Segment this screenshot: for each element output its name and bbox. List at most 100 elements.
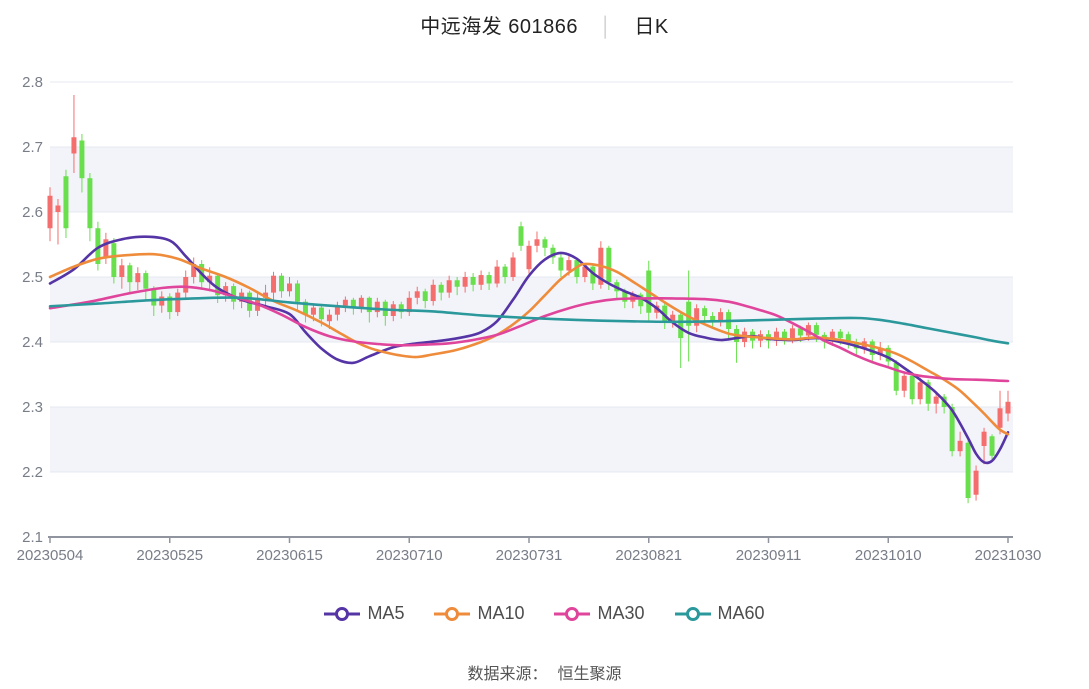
x-axis-label: 20230911 [736, 547, 802, 564]
ma-line-ma30 [48, 285, 1010, 383]
x-axis-label: 20230731 [496, 547, 563, 564]
y-axis-label: 2.4 [22, 334, 43, 351]
candle-body [566, 260, 572, 271]
legend-ring [685, 606, 700, 621]
candle-body [893, 362, 899, 391]
candle-body [119, 265, 125, 277]
candle-body [63, 176, 69, 229]
candle-body [526, 245, 532, 270]
plot-band [50, 147, 1013, 212]
ma-line-ma60 [48, 296, 1010, 345]
candle-body [909, 375, 915, 400]
legend-item-ma30[interactable]: MA30 [554, 603, 645, 624]
candle-body [167, 296, 173, 313]
legend-ring [445, 606, 460, 621]
candle-body [542, 239, 548, 248]
candle-body [885, 347, 891, 362]
data-source-footer: 数据来源： 恒生聚源 [0, 660, 1089, 684]
candle-body [917, 382, 923, 400]
candle-body [462, 277, 468, 287]
candle-body [478, 275, 484, 285]
candle-body [813, 325, 819, 335]
candle-body [127, 265, 133, 283]
candle-body [933, 396, 939, 404]
candle-body [829, 331, 835, 342]
x-axis-label: 20230821 [615, 547, 682, 564]
candle-body [837, 331, 843, 339]
candle-body [710, 316, 716, 322]
candle-body [718, 312, 724, 322]
x-axis-label: 20230710 [376, 547, 443, 564]
candle-body [71, 137, 77, 154]
y-axis-label: 2.6 [22, 204, 43, 221]
stock-title: 中远海发 601866 [420, 16, 579, 38]
legend-item-ma5[interactable]: MA5 [324, 603, 404, 624]
x-axis-label: 20231010 [855, 547, 922, 564]
y-axis-label: 2.3 [22, 399, 43, 416]
candle-body [271, 275, 277, 293]
kline-chart-area[interactable]: 2.8 2.7 2.6 2.5 2.4 2.3 2.2 2.1 20230504 20230525… [0, 55, 1089, 575]
candle-body [590, 266, 596, 284]
candle-body [965, 442, 971, 498]
candle-body [949, 407, 955, 452]
y-axis-label: 2.5 [22, 269, 43, 286]
candle-body [550, 247, 556, 258]
candle-body [302, 301, 308, 315]
candle-body [334, 305, 340, 315]
candle-body [686, 301, 692, 326]
candle-body [869, 341, 875, 355]
candle-body [191, 264, 197, 277]
legend-item-ma60[interactable]: MA60 [674, 603, 765, 624]
candle-body [1005, 401, 1011, 414]
candle-body [159, 296, 165, 306]
candle-body [279, 275, 285, 292]
candle-body [135, 273, 141, 283]
candle-body [781, 331, 787, 339]
data-source-label: 数据来源： [467, 666, 548, 683]
data-source-value: 恒生聚源 [557, 666, 622, 683]
legend-marker-icon [554, 606, 591, 621]
candle-body [702, 308, 708, 316]
ma-legend: MA5 MA10 MA30 MA60 [0, 603, 1089, 624]
candle-body [638, 294, 644, 307]
legend-marker-icon [434, 606, 471, 621]
candle-body [294, 283, 300, 302]
legend-label: MA30 [597, 603, 645, 623]
candle-body [997, 408, 1003, 428]
candle-body [694, 308, 700, 326]
candle-body [534, 239, 540, 246]
candle-body [318, 307, 324, 320]
candle-body [231, 286, 237, 302]
candle-body [87, 178, 93, 229]
x-axis-label: 20231030 [975, 547, 1042, 564]
legend-item-ma10[interactable]: MA10 [434, 603, 524, 624]
candle-body [454, 280, 460, 287]
candle-body [438, 284, 444, 293]
candle-body [55, 205, 61, 212]
candle-body [901, 375, 907, 391]
candle-body [342, 299, 348, 306]
candle-body [111, 243, 117, 277]
legend-ring [335, 606, 350, 621]
candle-body [502, 266, 508, 277]
x-axis-label: 20230615 [256, 547, 323, 564]
candle-body [287, 283, 292, 292]
candle-body [558, 257, 564, 271]
legend-label: MA60 [717, 603, 765, 623]
candle-body [350, 299, 356, 309]
candle-body [143, 273, 149, 289]
candle-body [151, 288, 157, 306]
candle-body [79, 140, 85, 179]
legend-label: MA5 [367, 603, 405, 623]
candle-body [175, 292, 181, 313]
candle-body [263, 292, 269, 298]
candle-body [446, 280, 452, 293]
candle-body [582, 266, 588, 277]
candle-body [422, 291, 428, 302]
y-axis-label: 2.1 [22, 529, 43, 546]
candle-body [877, 347, 883, 355]
candle-body [486, 275, 492, 284]
y-axis-label: 2.8 [22, 74, 43, 91]
candle-body [845, 334, 851, 342]
